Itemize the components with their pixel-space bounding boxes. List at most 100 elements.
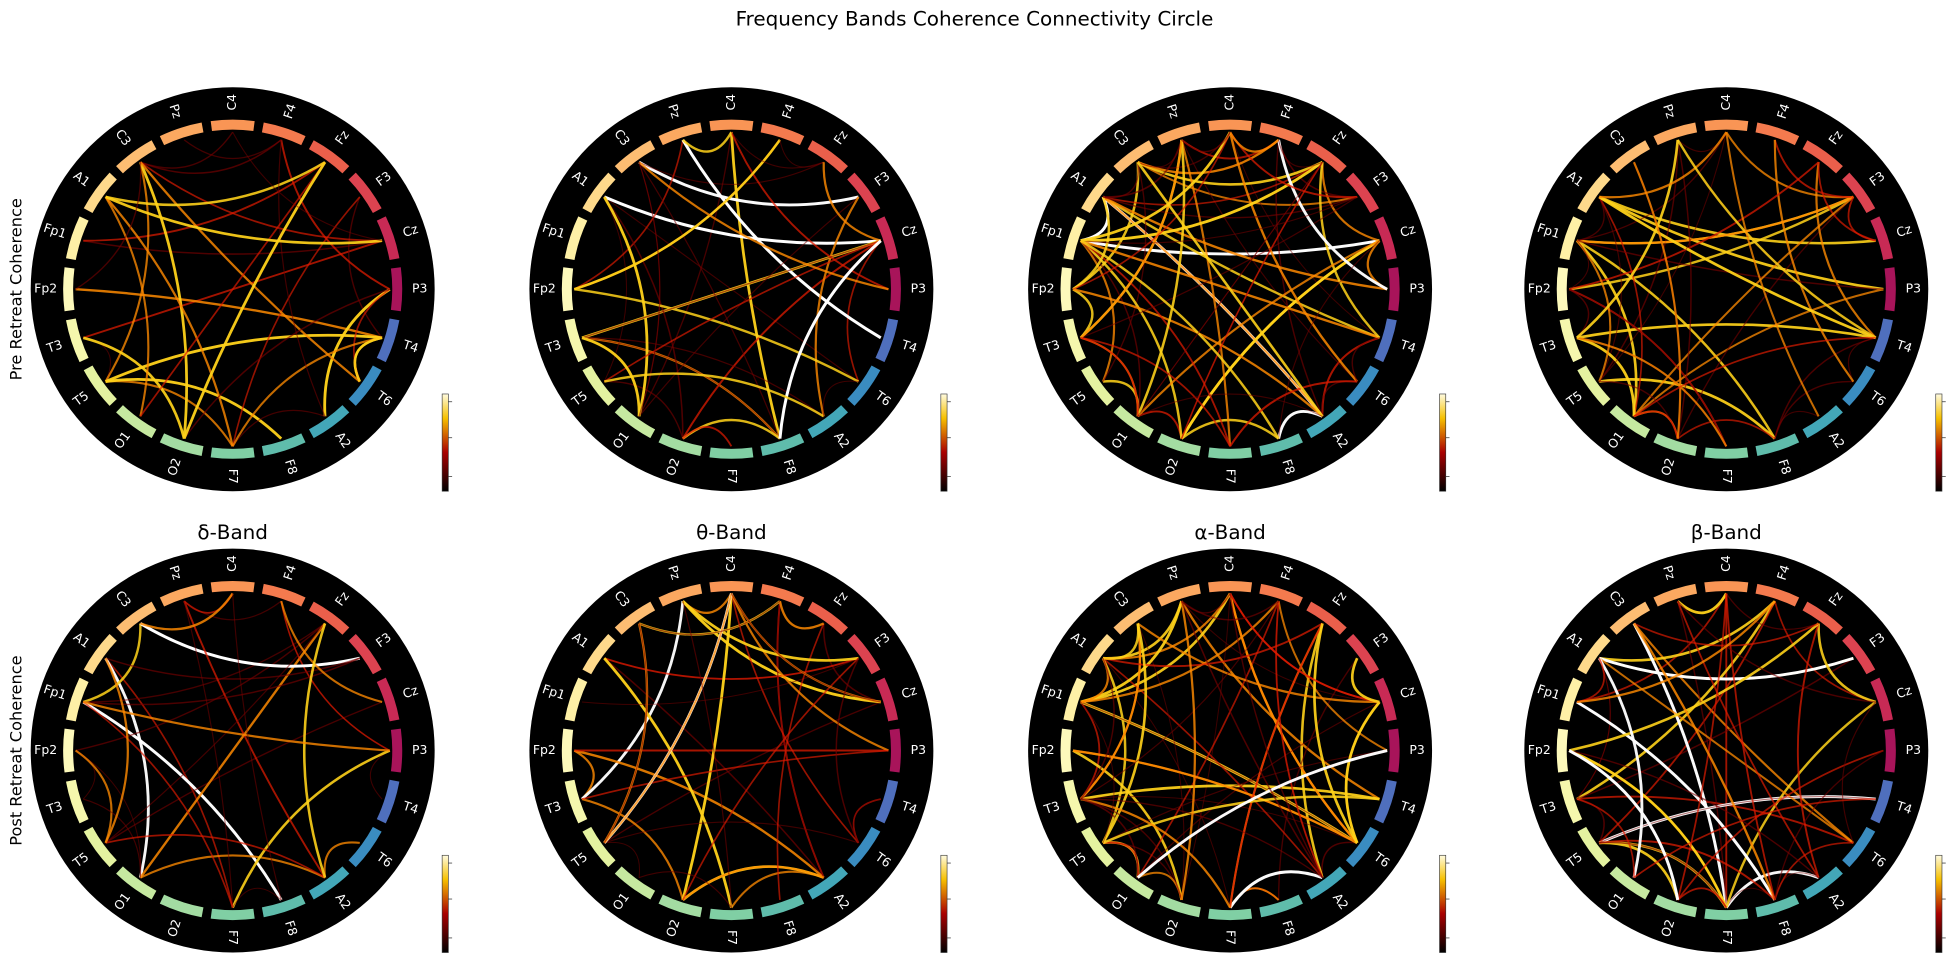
node-arc <box>807 601 848 635</box>
connection <box>1815 162 1877 339</box>
connection <box>682 865 825 901</box>
connection <box>1847 196 1876 242</box>
connection <box>604 372 825 418</box>
node-arc <box>308 601 350 635</box>
connection <box>232 409 326 447</box>
colorbar <box>441 854 449 953</box>
node-arc <box>1345 365 1380 406</box>
node-arc <box>1653 894 1698 918</box>
connection <box>1677 749 1884 901</box>
connection <box>1774 380 1854 439</box>
node-arc <box>1704 908 1749 921</box>
node-arc <box>261 583 306 607</box>
node-arc <box>348 633 382 675</box>
node-arc <box>1345 172 1380 214</box>
connection <box>581 601 685 801</box>
connection <box>574 749 825 879</box>
connection <box>231 196 361 447</box>
node-label: Pz <box>665 102 684 120</box>
node-arc <box>889 728 901 773</box>
node-arc <box>1870 216 1893 261</box>
node-label: Pz <box>167 563 186 581</box>
connection <box>1080 600 1280 800</box>
node-label: F4 <box>280 563 299 582</box>
connection <box>139 161 189 439</box>
connection <box>1796 623 1820 878</box>
connection <box>603 623 648 844</box>
connection <box>1632 161 1682 439</box>
node-arc <box>65 779 89 824</box>
connection <box>1633 410 1679 439</box>
node-label: Pz <box>1660 102 1679 120</box>
connection <box>1101 657 1127 844</box>
connection <box>1072 196 1111 291</box>
connection <box>232 593 282 901</box>
connection <box>1102 657 1324 879</box>
connection <box>280 139 391 291</box>
node-arc <box>614 866 656 900</box>
node-arc <box>561 267 574 312</box>
connection <box>1229 593 1380 703</box>
node-arc <box>658 583 703 607</box>
connection <box>1102 622 1323 668</box>
connection <box>1633 798 1876 879</box>
connection <box>1275 601 1324 878</box>
node-label: Fp1 <box>42 681 69 702</box>
connection <box>348 196 383 339</box>
connection <box>604 380 684 439</box>
connection <box>581 240 882 339</box>
node-arc <box>65 216 89 261</box>
connection <box>1229 623 1324 908</box>
band-title: α-Band <box>1194 520 1266 544</box>
connection <box>183 288 391 440</box>
connection <box>105 333 383 383</box>
connection <box>1599 131 1728 199</box>
connection <box>638 161 889 291</box>
node-label: T4 <box>400 336 420 355</box>
node-label: Pz <box>1164 563 1183 581</box>
connection <box>139 854 326 879</box>
connection <box>82 623 142 704</box>
node-label: C4 <box>1222 94 1237 111</box>
node-arc <box>1259 122 1303 146</box>
node-arc <box>1704 119 1749 132</box>
connection <box>1576 600 1776 704</box>
node-arc <box>614 601 656 635</box>
connection <box>75 750 142 878</box>
connection <box>1079 623 1142 800</box>
node-label: F8 <box>781 457 800 476</box>
node-label: T3 <box>1041 337 1061 356</box>
node-label: F8 <box>282 457 301 476</box>
connection <box>83 657 361 706</box>
node-label: Pz <box>1164 102 1183 120</box>
connection <box>581 657 859 706</box>
connection <box>1847 337 1876 382</box>
connection <box>1576 336 1728 447</box>
node-arc <box>1208 119 1253 132</box>
colorbar <box>1935 393 1943 492</box>
node-arc <box>63 267 75 312</box>
node-label: F3 <box>1370 168 1391 189</box>
node-arc <box>1306 866 1347 900</box>
node-label: F8 <box>1776 457 1795 476</box>
connection <box>104 657 150 878</box>
node-arc <box>1388 728 1400 773</box>
connection <box>1072 749 1358 844</box>
node-arc <box>308 140 350 174</box>
connection <box>638 871 732 908</box>
node-arc <box>1609 140 1651 174</box>
node-arc <box>1063 318 1087 363</box>
connection <box>1576 700 1777 901</box>
node-arc <box>1755 433 1800 456</box>
node-arc <box>63 728 75 773</box>
connection <box>1080 240 1141 417</box>
connection <box>1774 337 1876 439</box>
node-label: C4 <box>723 555 738 572</box>
node-arc <box>1113 866 1154 900</box>
node-arc <box>1113 601 1154 635</box>
node-label: T3 <box>543 337 563 356</box>
connection <box>1598 796 1876 844</box>
node-label: Fp2 <box>1528 281 1551 296</box>
node-label: O2 <box>1161 917 1181 939</box>
connection <box>778 600 825 630</box>
